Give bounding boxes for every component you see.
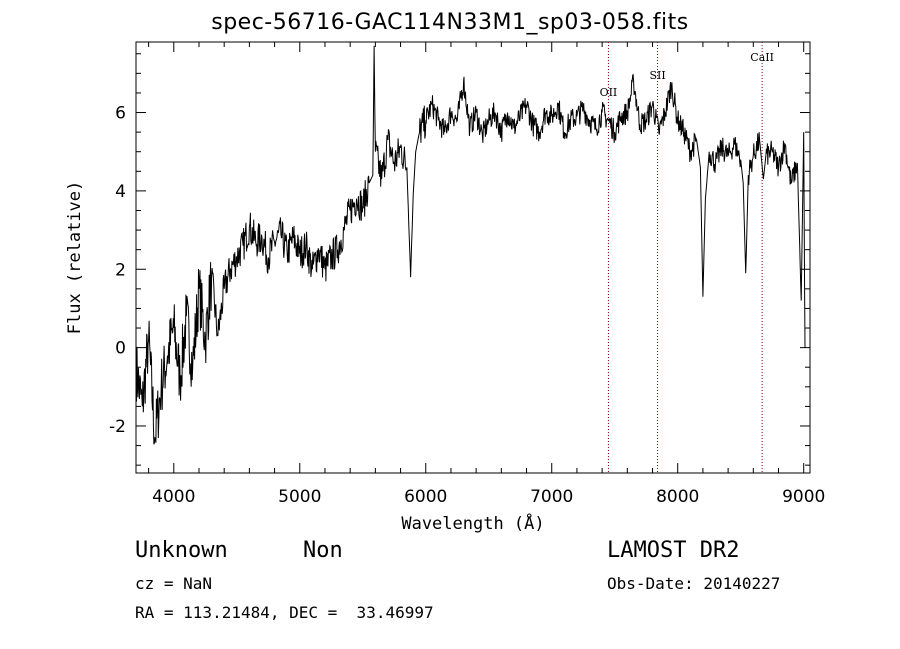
line-marker-label: OII — [600, 86, 618, 99]
y-tick-label: -2 — [109, 417, 126, 437]
y-tick-label: 0 — [115, 339, 126, 359]
ra-dec-label: RA = 113.21484, DEC = 33.46997 — [135, 603, 434, 622]
y-tick-label: 4 — [115, 182, 126, 202]
plot-frame — [135, 41, 811, 474]
object-subclass-label: Non — [303, 538, 343, 563]
x-tick-label: 9000 — [782, 487, 825, 507]
x-tick-label: 4000 — [152, 487, 195, 507]
x-tick-label: 7000 — [530, 487, 573, 507]
x-tick-label: 5000 — [278, 487, 321, 507]
obs-date-label: Obs-Date: 20140227 — [607, 574, 781, 593]
y-axis-label: Flux (relative) — [65, 181, 85, 335]
line-marker-label: SII — [649, 69, 665, 82]
y-tick-label: 6 — [115, 104, 126, 124]
x-tick-label: 8000 — [656, 487, 699, 507]
x-tick-label: 6000 — [404, 487, 447, 507]
line-marker-label: CaII — [750, 51, 774, 64]
object-class-label: Unknown — [135, 538, 228, 563]
y-tick-label: 2 — [115, 260, 126, 280]
spectrum-line — [135, 45, 806, 445]
x-axis-label: Wavelength (Å) — [401, 512, 544, 534]
chart-title: spec-56716-GAC114N33M1_sp03-058.fits — [211, 10, 689, 35]
survey-label: LAMOST DR2 — [607, 538, 740, 563]
redshift-label: cz = NaN — [135, 574, 213, 593]
